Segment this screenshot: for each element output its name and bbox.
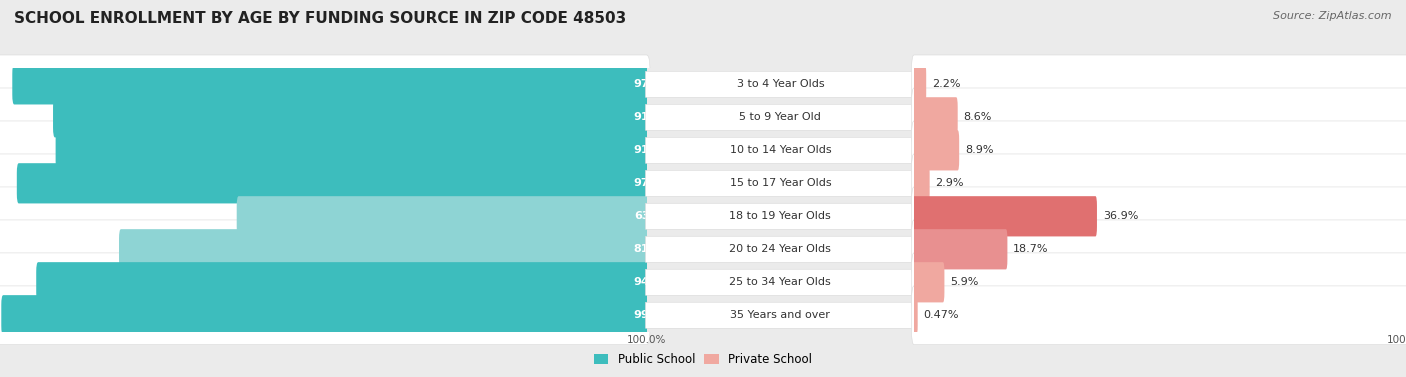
Text: 8.9%: 8.9% <box>965 145 994 155</box>
FancyBboxPatch shape <box>645 203 915 229</box>
FancyBboxPatch shape <box>912 262 945 302</box>
FancyBboxPatch shape <box>120 229 648 270</box>
FancyBboxPatch shape <box>912 295 918 336</box>
Text: 0.47%: 0.47% <box>924 310 959 320</box>
FancyBboxPatch shape <box>911 55 1406 114</box>
Text: 5.9%: 5.9% <box>950 277 979 287</box>
Legend: Public School, Private School: Public School, Private School <box>589 349 817 371</box>
FancyBboxPatch shape <box>911 253 1406 312</box>
Text: 18.7%: 18.7% <box>1014 244 1049 254</box>
Text: Source: ZipAtlas.com: Source: ZipAtlas.com <box>1274 11 1392 21</box>
FancyBboxPatch shape <box>645 71 915 97</box>
FancyBboxPatch shape <box>645 236 915 262</box>
Text: 8.6%: 8.6% <box>963 112 993 123</box>
FancyBboxPatch shape <box>912 196 1097 236</box>
FancyBboxPatch shape <box>911 154 1406 213</box>
Text: 91.1%: 91.1% <box>634 145 672 155</box>
Text: 35 Years and over: 35 Years and over <box>730 310 831 320</box>
FancyBboxPatch shape <box>0 88 650 147</box>
Text: 5 to 9 Year Old: 5 to 9 Year Old <box>740 112 821 123</box>
FancyBboxPatch shape <box>645 137 915 163</box>
Text: 3 to 4 Year Olds: 3 to 4 Year Olds <box>737 79 824 89</box>
FancyBboxPatch shape <box>37 262 648 302</box>
FancyBboxPatch shape <box>13 64 648 104</box>
FancyBboxPatch shape <box>912 97 957 138</box>
FancyBboxPatch shape <box>911 121 1406 180</box>
FancyBboxPatch shape <box>0 55 650 114</box>
FancyBboxPatch shape <box>1 295 648 336</box>
FancyBboxPatch shape <box>56 130 648 170</box>
FancyBboxPatch shape <box>0 253 650 312</box>
FancyBboxPatch shape <box>912 64 927 104</box>
Text: 91.5%: 91.5% <box>634 112 672 123</box>
FancyBboxPatch shape <box>911 286 1406 345</box>
FancyBboxPatch shape <box>645 269 915 295</box>
FancyBboxPatch shape <box>912 229 1007 270</box>
FancyBboxPatch shape <box>0 220 650 279</box>
FancyBboxPatch shape <box>645 170 915 196</box>
Text: SCHOOL ENROLLMENT BY AGE BY FUNDING SOURCE IN ZIP CODE 48503: SCHOOL ENROLLMENT BY AGE BY FUNDING SOUR… <box>14 11 626 26</box>
Text: 99.5%: 99.5% <box>634 310 672 320</box>
Text: 18 to 19 Year Olds: 18 to 19 Year Olds <box>730 211 831 221</box>
Text: 15 to 17 Year Olds: 15 to 17 Year Olds <box>730 178 831 188</box>
FancyBboxPatch shape <box>0 187 650 246</box>
FancyBboxPatch shape <box>911 187 1406 246</box>
FancyBboxPatch shape <box>911 220 1406 279</box>
FancyBboxPatch shape <box>53 97 648 138</box>
FancyBboxPatch shape <box>17 163 648 204</box>
Text: 10 to 14 Year Olds: 10 to 14 Year Olds <box>730 145 831 155</box>
Text: 25 to 34 Year Olds: 25 to 34 Year Olds <box>730 277 831 287</box>
Text: 94.1%: 94.1% <box>634 277 672 287</box>
FancyBboxPatch shape <box>0 121 650 180</box>
Text: 63.1%: 63.1% <box>634 211 672 221</box>
FancyBboxPatch shape <box>912 130 959 170</box>
Text: 20 to 24 Year Olds: 20 to 24 Year Olds <box>730 244 831 254</box>
FancyBboxPatch shape <box>0 154 650 213</box>
FancyBboxPatch shape <box>912 163 929 204</box>
Text: 2.2%: 2.2% <box>932 79 960 89</box>
Text: 36.9%: 36.9% <box>1102 211 1139 221</box>
Text: 97.1%: 97.1% <box>634 178 672 188</box>
FancyBboxPatch shape <box>645 104 915 130</box>
Text: 97.8%: 97.8% <box>634 79 672 89</box>
FancyBboxPatch shape <box>911 88 1406 147</box>
FancyBboxPatch shape <box>0 286 650 345</box>
FancyBboxPatch shape <box>236 196 648 236</box>
FancyBboxPatch shape <box>645 302 915 328</box>
Text: 2.9%: 2.9% <box>935 178 965 188</box>
Text: 81.3%: 81.3% <box>634 244 672 254</box>
